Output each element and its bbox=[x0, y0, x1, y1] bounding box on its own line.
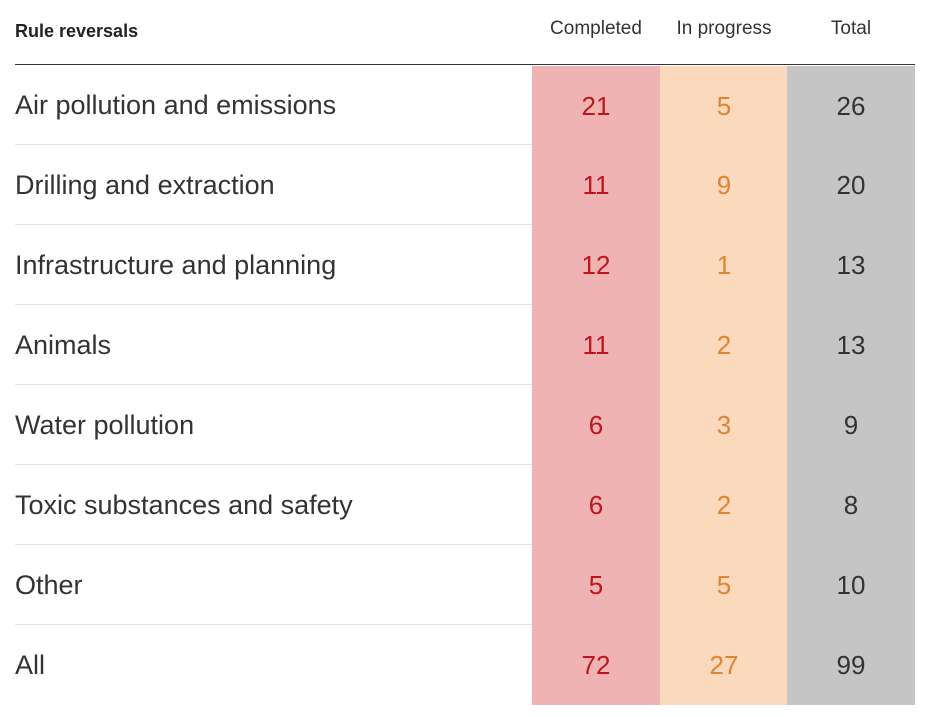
row-label: Other bbox=[15, 570, 83, 600]
row-label: Toxic substances and safety bbox=[15, 490, 353, 520]
row-label: Animals bbox=[15, 330, 112, 360]
completed-cell: 11 bbox=[532, 305, 660, 385]
column-header-in-progress: In progress bbox=[676, 18, 772, 39]
in-progress-cell: 5 bbox=[660, 545, 788, 625]
total-cell: 20 bbox=[787, 145, 915, 225]
total-cell: 9 bbox=[787, 385, 915, 465]
in-progress-cell: 5 bbox=[660, 66, 788, 145]
table-row: Air pollution and emissions 21 5 26 bbox=[15, 65, 915, 145]
completed-cell: 6 bbox=[532, 385, 660, 465]
in-progress-cell: 2 bbox=[660, 465, 788, 545]
table-row: All 72 27 99 bbox=[15, 625, 915, 705]
total-cell: 8 bbox=[787, 465, 915, 545]
row-label: Drilling and extraction bbox=[15, 170, 275, 200]
table-title: Rule reversals bbox=[15, 21, 139, 41]
table-row: Water pollution 6 3 9 bbox=[15, 385, 915, 465]
in-progress-cell: 2 bbox=[660, 305, 788, 385]
row-label: Infrastructure and planning bbox=[15, 250, 337, 280]
completed-cell: 12 bbox=[532, 225, 660, 305]
completed-cell: 21 bbox=[532, 66, 660, 145]
row-label: Water pollution bbox=[15, 410, 195, 440]
completed-cell: 5 bbox=[532, 545, 660, 625]
in-progress-cell: 3 bbox=[660, 385, 788, 465]
row-label: Air pollution and emissions bbox=[15, 90, 337, 120]
completed-cell: 11 bbox=[532, 145, 660, 225]
table-row: Infrastructure and planning 12 1 13 bbox=[15, 225, 915, 305]
completed-cell: 72 bbox=[532, 625, 660, 705]
table-body: Air pollution and emissions 21 5 26 Drilling… bbox=[15, 65, 915, 705]
table-row: Toxic substances and safety 6 2 8 bbox=[15, 465, 915, 545]
in-progress-cell: 1 bbox=[660, 225, 788, 305]
column-header-completed: Completed bbox=[550, 18, 642, 39]
row-label: All bbox=[15, 650, 46, 680]
column-header-total: Total bbox=[830, 18, 872, 39]
total-cell: 13 bbox=[787, 225, 915, 305]
rule-reversals-table: Rule reversals Completed In progress Tot… bbox=[15, 0, 915, 705]
in-progress-cell: 9 bbox=[660, 145, 788, 225]
table-header: Rule reversals Completed In progress Tot… bbox=[15, 0, 915, 65]
table-row: Other 5 5 10 bbox=[15, 545, 915, 625]
table-row: Animals 11 2 13 bbox=[15, 305, 915, 385]
table-row: Drilling and extraction 11 9 20 bbox=[15, 145, 915, 225]
total-cell: 10 bbox=[787, 545, 915, 625]
total-cell: 99 bbox=[787, 625, 915, 705]
in-progress-cell: 27 bbox=[660, 625, 788, 705]
completed-cell: 6 bbox=[532, 465, 660, 545]
total-cell: 26 bbox=[787, 66, 915, 145]
total-cell: 13 bbox=[787, 305, 915, 385]
